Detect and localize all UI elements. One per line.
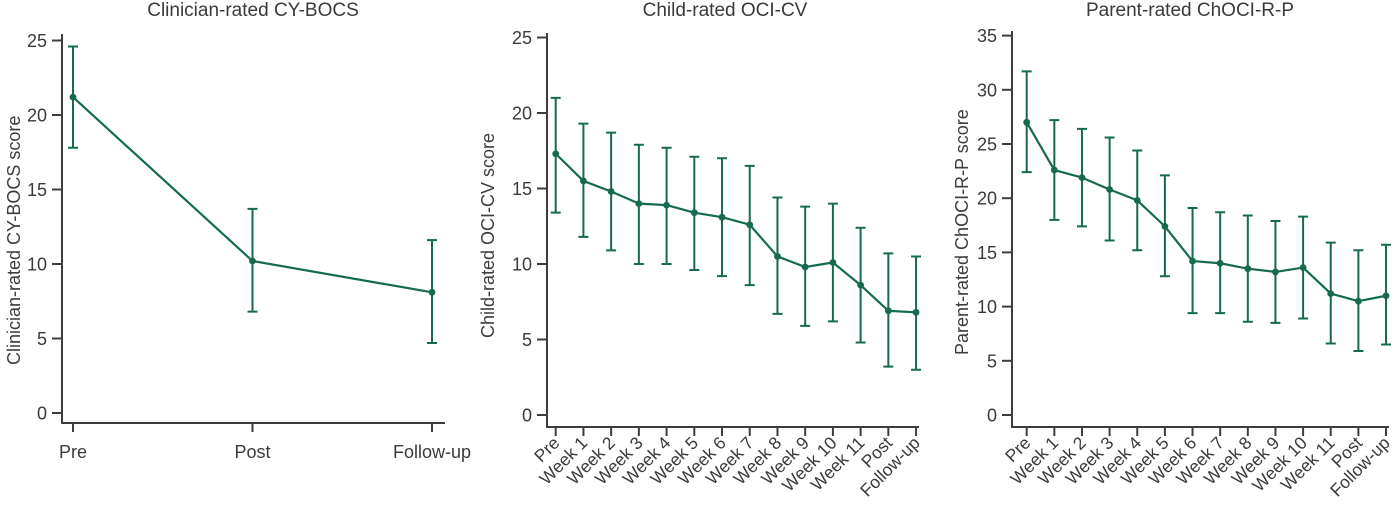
data-point: [1023, 118, 1031, 126]
y-tick-label: 10: [27, 255, 47, 275]
data-point: [580, 177, 587, 185]
data-point: [428, 288, 436, 296]
chart-title: Child-rated OCI-CV: [642, 0, 808, 21]
x-tick-label: Follow-up: [393, 442, 471, 462]
data-point: [1272, 268, 1279, 276]
y-tick-label: 25: [977, 135, 997, 155]
y-tick-label: 35: [977, 26, 997, 46]
y-tick-label: 15: [977, 243, 997, 263]
axes: [546, 33, 919, 428]
data-point: [774, 253, 781, 260]
x-tick-label: Post: [234, 442, 270, 462]
trend-line: [1025, 121, 1387, 303]
chart-title: Clinician-rated CY-BOCS: [147, 0, 359, 21]
y-tick-label: 0: [987, 406, 997, 426]
y-tick-label: 10: [512, 255, 532, 275]
data-point: [718, 213, 726, 221]
y-tick-label: 30: [977, 80, 997, 100]
data-point: [1382, 292, 1390, 300]
y-tick-label: 20: [512, 104, 532, 124]
data-point: [1106, 186, 1114, 193]
data-point: [857, 281, 865, 289]
data-point: [607, 188, 615, 195]
data-point: [1216, 259, 1224, 267]
x-tick-label: Pre: [59, 442, 87, 462]
chart-panel-clinician-cybocs: Clinician-rated CY-BOCS Clinician-rated …: [0, 0, 471, 513]
y-tick-label: 15: [512, 179, 532, 199]
data-point: [801, 263, 809, 271]
y-tick-label: 5: [37, 329, 47, 349]
y-tick-label: 20: [977, 189, 997, 209]
data-point: [1133, 196, 1141, 204]
data-point: [69, 93, 77, 101]
y-tick-label: 5: [987, 351, 997, 371]
data-point: [746, 221, 754, 229]
data-point: [1161, 222, 1169, 230]
axes: [1011, 31, 1389, 428]
data-point: [1189, 257, 1196, 265]
y-tick-label: 25: [27, 31, 47, 51]
data-point: [1327, 290, 1335, 297]
data-point: [552, 150, 560, 158]
data-point: [1299, 264, 1307, 271]
data-point: [1050, 166, 1058, 174]
y-tick-label: 20: [27, 106, 47, 126]
data-point: [1244, 265, 1252, 273]
y-tick-label: 0: [37, 404, 47, 424]
data-point: [663, 201, 670, 209]
chart-panel-parent-chocirp: Parent-rated ChOCI-R-P Parent-rated ChOC…: [930, 0, 1400, 513]
data-point: [829, 259, 837, 266]
data-point: [1078, 174, 1086, 182]
data-point: [884, 307, 892, 315]
axes: [61, 34, 445, 424]
y-tick-label: 10: [977, 297, 997, 317]
data-point: [690, 209, 698, 217]
data-point: [635, 200, 643, 208]
data-point: [912, 308, 920, 316]
data-point: [249, 257, 256, 265]
y-tick-label: 25: [512, 28, 532, 48]
trend-line: [554, 152, 917, 314]
plot-area: 0 5 10 15 20 25 Pre Post Follow-up: [27, 31, 471, 462]
chart-title: Parent-rated ChOCI-R-P: [1085, 0, 1294, 21]
chart-panel-child-ocicv: Child-rated OCI-CV Child-rated OCI-CV sc…: [470, 0, 930, 513]
y-tick-label: 5: [522, 330, 532, 350]
y-tick-label: 0: [522, 406, 532, 426]
y-tick-label: 15: [27, 180, 47, 200]
data-point: [1354, 297, 1362, 305]
